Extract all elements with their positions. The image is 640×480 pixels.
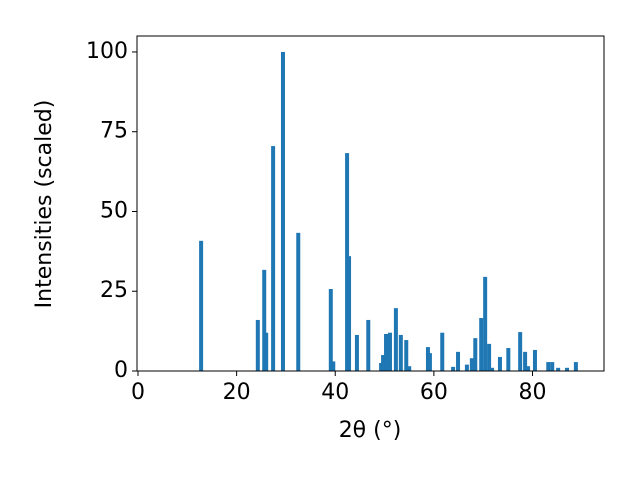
bar: [407, 366, 412, 371]
y-tick-label: 100: [86, 39, 128, 64]
bar: [506, 348, 511, 371]
x-tick-label: 40: [321, 380, 349, 405]
bar: [483, 276, 488, 371]
bar: [565, 367, 570, 371]
bar: [526, 366, 531, 371]
x-tick-label: 80: [518, 380, 546, 405]
bar: [393, 308, 398, 371]
bar: [469, 358, 474, 371]
bar: [479, 318, 484, 371]
y-tick-label: 0: [114, 358, 128, 383]
y-tick-label: 75: [100, 119, 128, 144]
bar: [427, 353, 432, 371]
bar: [262, 269, 267, 371]
y-tick-label: 25: [100, 278, 128, 303]
y-tick-label: 50: [100, 198, 128, 223]
bar: [456, 351, 461, 371]
bar: [546, 362, 551, 371]
bar: [532, 349, 537, 371]
bar: [366, 319, 371, 371]
bar: [487, 343, 492, 371]
bar: [404, 340, 409, 371]
bar: [523, 351, 528, 371]
bar: [550, 362, 555, 371]
bar: [518, 332, 523, 371]
bar: [347, 256, 352, 371]
bar: [556, 367, 561, 371]
bar: [497, 356, 502, 371]
bar: [573, 362, 578, 371]
bar: [296, 232, 301, 371]
plot-frame: [136, 35, 605, 372]
bar: [271, 146, 276, 371]
bar: [473, 338, 478, 371]
bar: [451, 366, 456, 371]
x-tick-label: 60: [420, 380, 448, 405]
bar: [387, 332, 392, 371]
bar: [381, 355, 386, 371]
bar: [490, 367, 495, 371]
bar: [398, 334, 403, 371]
bar: [384, 333, 389, 371]
x-tick-label: 0: [131, 380, 145, 405]
bar: [199, 240, 204, 371]
bar: [255, 319, 260, 371]
x-axis-label: 2θ (°): [339, 418, 402, 443]
bar: [280, 51, 285, 371]
bar: [331, 361, 336, 371]
x-tick-label: 20: [223, 380, 251, 405]
bar: [264, 332, 269, 371]
y-axis-label: Intensities (scaled): [32, 100, 57, 309]
bar: [328, 289, 333, 371]
bar: [464, 364, 469, 371]
bar: [440, 332, 445, 371]
bar: [354, 334, 359, 371]
